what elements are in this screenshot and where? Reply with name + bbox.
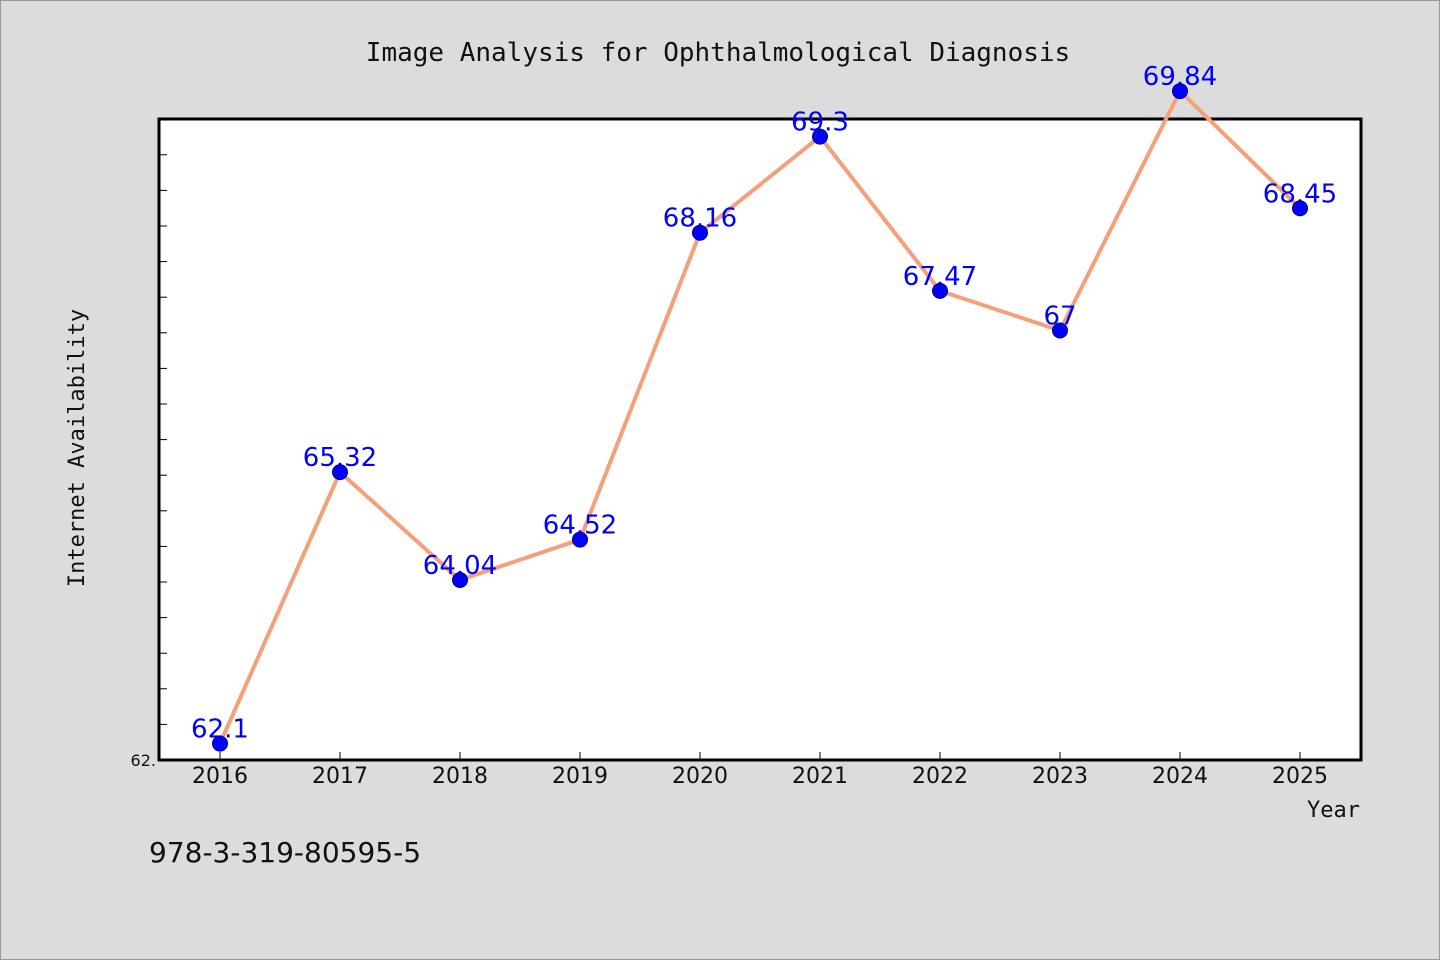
x-tick-label: 2020: [672, 764, 728, 789]
data-point-marker: [692, 224, 708, 241]
series-layer: [218, 89, 1302, 745]
isbn-footer-text: 978-3-319-80595-5: [149, 836, 421, 869]
x-axis-label: Year: [1307, 798, 1360, 823]
data-point-marker: [1172, 83, 1188, 100]
x-axis-ticks: [219, 752, 1301, 760]
x-tick-label: 2019: [552, 764, 608, 789]
data-point-marker: [932, 282, 948, 299]
y-axis-tick-labels: 62.: [131, 751, 156, 770]
x-tick-label: 2016: [192, 764, 248, 789]
plot-area: [157, 117, 1363, 762]
x-tick-label: 2024: [1152, 764, 1208, 789]
y-axis-ticks: [159, 118, 167, 761]
data-point-marker: [812, 128, 828, 145]
marker-layer: [212, 83, 1308, 752]
x-tick-label: 2022: [912, 764, 968, 789]
x-tick-label: 2025: [1272, 764, 1328, 789]
x-tick-label: 2021: [792, 764, 848, 789]
x-tick-label: 2018: [432, 764, 488, 789]
x-tick-label: 2017: [312, 764, 368, 789]
data-point-marker: [1052, 322, 1068, 339]
chart-title: Image Analysis for Ophthalmological Diag…: [366, 38, 1070, 68]
data-point-marker: [1292, 200, 1308, 217]
x-tick-label: 2023: [1032, 764, 1088, 789]
data-point-marker: [452, 572, 468, 589]
data-point-marker: [332, 464, 348, 481]
series-line: [218, 89, 1302, 745]
y-axis-label: Internet Availability: [65, 309, 90, 587]
x-axis-tick-labels: 2016 2017 2018 2019 2020 2021 2022 2023 2024 2025: [192, 764, 1328, 789]
data-point-marker: [572, 531, 588, 548]
y-tick-label: 62.: [131, 751, 156, 770]
data-point-marker: [212, 735, 228, 752]
